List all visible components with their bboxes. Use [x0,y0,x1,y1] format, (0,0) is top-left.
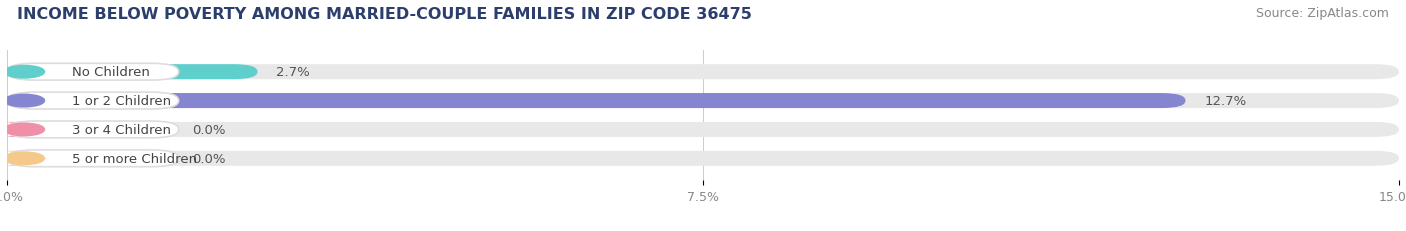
FancyBboxPatch shape [7,65,257,80]
FancyBboxPatch shape [7,94,1399,109]
Text: Source: ZipAtlas.com: Source: ZipAtlas.com [1256,7,1389,20]
Circle shape [4,124,45,136]
FancyBboxPatch shape [7,151,1399,166]
FancyBboxPatch shape [7,150,179,167]
FancyBboxPatch shape [0,122,31,137]
Circle shape [4,66,45,79]
FancyBboxPatch shape [7,64,179,81]
Text: 2.7%: 2.7% [276,66,309,79]
Text: 1 or 2 Children: 1 or 2 Children [72,95,172,108]
Text: 12.7%: 12.7% [1204,95,1246,108]
Text: No Children: No Children [72,66,150,79]
Text: 5 or more Children: 5 or more Children [72,152,197,165]
FancyBboxPatch shape [7,122,1399,137]
Text: INCOME BELOW POVERTY AMONG MARRIED-COUPLE FAMILIES IN ZIP CODE 36475: INCOME BELOW POVERTY AMONG MARRIED-COUPL… [17,7,752,22]
FancyBboxPatch shape [7,122,179,138]
Text: 0.0%: 0.0% [193,123,226,136]
FancyBboxPatch shape [0,151,31,166]
Text: 0.0%: 0.0% [193,152,226,165]
FancyBboxPatch shape [7,65,1399,80]
Circle shape [4,95,45,107]
Text: 3 or 4 Children: 3 or 4 Children [72,123,172,136]
FancyBboxPatch shape [7,93,179,109]
Circle shape [4,152,45,165]
FancyBboxPatch shape [7,94,1185,109]
